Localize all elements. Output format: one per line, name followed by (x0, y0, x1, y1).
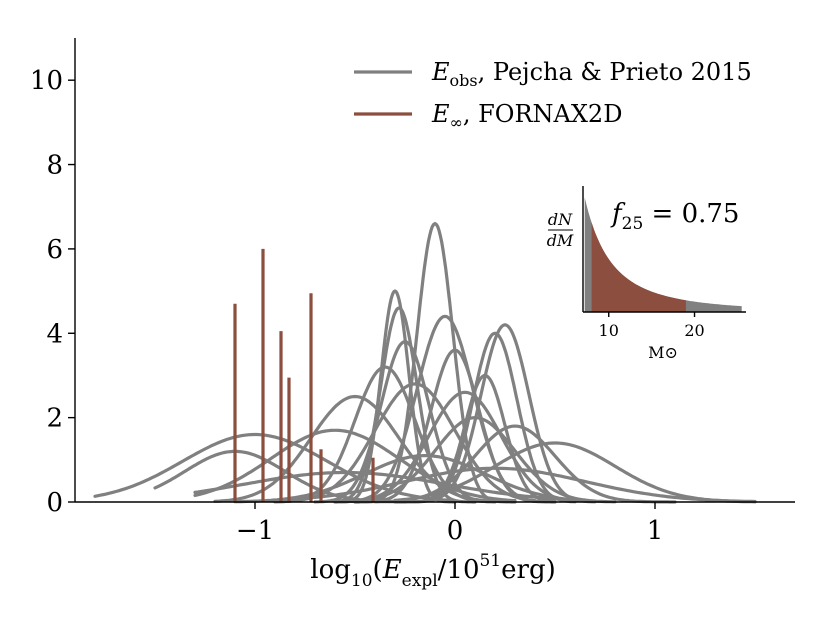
obs-curve (233, 454, 597, 504)
inset-plot: 10 20 dN dM M⊙ f25 = 0.75 (547, 186, 746, 362)
obs-curve (333, 306, 477, 504)
inset-x-tick-label: 20 (684, 321, 704, 340)
y-tick-label: 4 (46, 319, 63, 349)
y-tick-label: 8 (46, 151, 63, 181)
inset-imf-fill-red (591, 222, 686, 312)
inset-y-label-numerator: dN (548, 210, 573, 229)
inset-x-tick-label: 10 (599, 321, 619, 340)
x-ticks: −1 0 1 (236, 502, 663, 546)
x-tick-label: −1 (236, 516, 274, 546)
obs-curves (93, 221, 757, 504)
y-tick-label: 2 (46, 404, 63, 434)
legend-label-fornax: E∞, FORNAX2D (431, 100, 622, 132)
inset-x-ticks: 10 20 (599, 312, 705, 340)
y-tick-label: 6 (46, 235, 63, 265)
obs-curve (313, 466, 757, 504)
y-tick-label: 0 (46, 488, 63, 518)
y-ticks: 0 2 4 6 8 10 (30, 66, 75, 518)
x-axis-label: log10(Eexpl/1051erg) (310, 551, 555, 591)
x-tick-label: 0 (447, 516, 464, 546)
obs-curve (353, 348, 557, 504)
main-plot: 0 2 4 6 8 10 −1 0 1 log10(Eexpl/1051erg) (30, 38, 795, 591)
x-tick-label: 1 (647, 516, 664, 546)
y-tick-label: 10 (30, 66, 63, 96)
inset-y-label-denominator: dM (547, 231, 574, 250)
inset-x-label: M⊙ (648, 343, 678, 362)
obs-curve (353, 221, 517, 504)
fornax-bars (233, 248, 375, 502)
obs-curve (333, 415, 617, 504)
legend: Eobs, Pejcha & Prieto 2015 E∞, FORNAX2D (354, 58, 752, 132)
legend-label-obs: Eobs, Pejcha & Prieto 2015 (431, 58, 752, 90)
inset-annotation: f25 = 0.75 (610, 199, 739, 234)
